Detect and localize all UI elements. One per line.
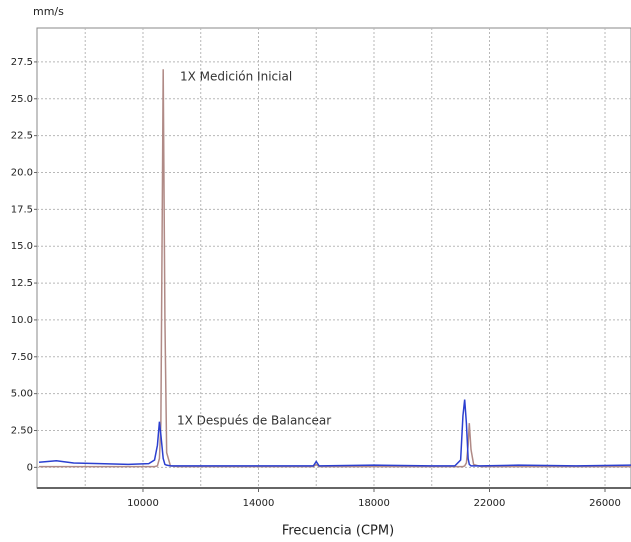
y-tick-label: 12.5 [11,278,33,289]
x-tick-label: 10000 [127,498,159,509]
y-tick-label: 17.5 [11,204,33,215]
plot-area [36,27,631,489]
x-axis-label: Frecuencia (CPM) [282,524,394,539]
y-tick-label: 22.5 [11,131,33,142]
y-tick-label: 7.50 [11,352,33,363]
x-tick-label: 14000 [243,498,275,509]
annotation: 1X Medición Inicial [180,70,292,84]
y-tick-label: 0 [27,462,33,473]
series-line [38,399,631,467]
y-tick-label: 27.5 [11,57,33,68]
x-tick-label: 26000 [589,498,621,509]
y-tick-label: 20.0 [11,167,33,178]
y-tick-label: 2.50 [11,426,33,437]
y-tick-label: 10.0 [11,315,33,326]
x-tick-label: 18000 [358,498,390,509]
x-tick-label: 22000 [474,498,506,509]
y-tick-label: 5.00 [11,389,33,400]
y-tick-label: 25.0 [11,94,33,105]
y-axis-label: mm/s [33,5,64,18]
y-tick-label: 15.0 [11,241,33,252]
annotation: 1X Después de Balancear [177,414,331,428]
